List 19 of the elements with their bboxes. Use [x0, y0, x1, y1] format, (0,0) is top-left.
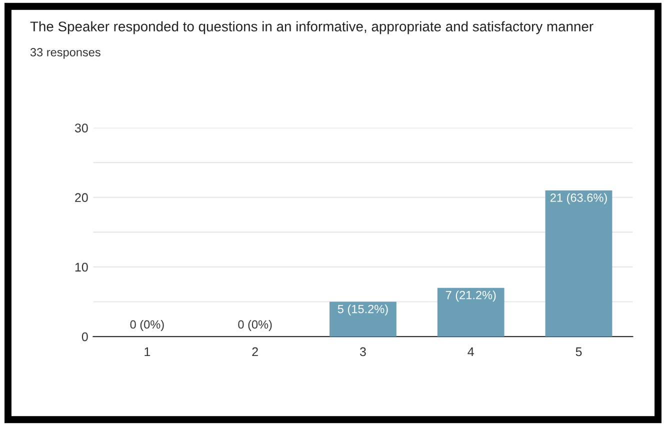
bar	[330, 302, 396, 337]
data-label: 0 (0%)	[238, 320, 272, 331]
x-tick-label: 4	[468, 347, 474, 356]
x-tick-label: 5	[576, 347, 582, 356]
x-tick-label: 1	[144, 347, 150, 356]
data-label: 5 (15.2%)	[338, 304, 388, 316]
x-tick-label: 2	[252, 347, 258, 356]
data-label: 0 (0%)	[130, 320, 164, 331]
data-label: 21 (63.6%)	[550, 193, 607, 204]
chart-subtitle: 33 responses	[30, 48, 100, 59]
chart-title: The Speaker responded to questions in an informative, appropriate and satisfactory manner	[30, 21, 594, 34]
bar	[545, 190, 612, 337]
y-tick-label: 30	[74, 124, 88, 132]
y-tick-label: 20	[75, 193, 88, 202]
y-tick-label: 10	[75, 262, 88, 272]
bar	[437, 288, 504, 337]
y-tick-label: 0	[82, 332, 88, 342]
x-tick-label: 3	[360, 347, 366, 356]
data-label: 7 (21.2%)	[446, 290, 496, 302]
